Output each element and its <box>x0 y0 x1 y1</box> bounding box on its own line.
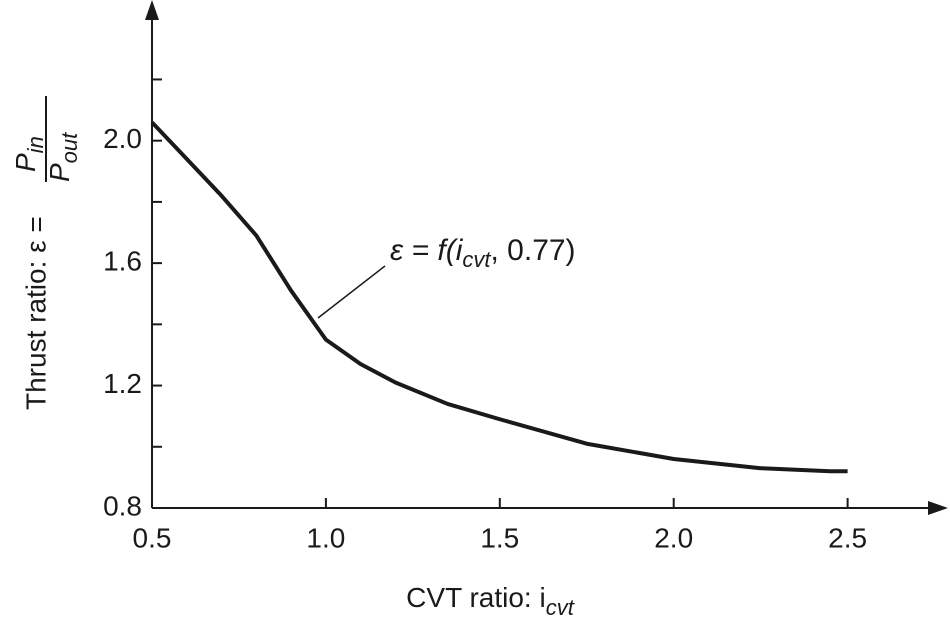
y-label-text: P <box>10 153 41 172</box>
x-tick-label: 1.0 <box>306 522 345 553</box>
y-label-sub: in <box>23 136 48 153</box>
y-label-text: Thrust ratio: ε = <box>20 216 51 410</box>
x-label-text: CVT ratio: i <box>406 582 546 613</box>
y-axis-arrow <box>145 0 159 20</box>
x-tick-label: 2.0 <box>654 522 693 553</box>
x-axis-label: CVT ratio: icvt <box>406 582 575 619</box>
y-label-denominator: Pout <box>44 132 81 182</box>
y-tick-label: 2.0 <box>103 123 142 154</box>
annotation-text: , 0.77) <box>491 234 576 267</box>
x-label-sub: cvt <box>546 595 575 620</box>
annotation-sub: cvt <box>462 247 491 272</box>
annotation: ε = f(icvt, 0.77) <box>390 234 576 272</box>
x-tick-label: 2.5 <box>828 522 867 553</box>
y-tick-label: 1.6 <box>103 246 142 277</box>
y-label-sub: out <box>57 132 82 163</box>
x-axis-arrow <box>928 501 948 515</box>
y-label-numerator: Pin <box>10 136 47 172</box>
annotation-text: ε = f(i <box>390 234 464 267</box>
y-tick-label: 1.2 <box>103 368 142 399</box>
y-axis-label: Thrust ratio: ε = Pin Pout <box>10 96 82 410</box>
leader-line <box>317 265 386 319</box>
x-tick-label: 0.5 <box>133 522 172 553</box>
y-label-text: P <box>44 163 75 182</box>
x-tick-label: 1.5 <box>480 522 519 553</box>
y-tick-label: 0.8 <box>103 490 142 521</box>
curve <box>150 120 848 474</box>
